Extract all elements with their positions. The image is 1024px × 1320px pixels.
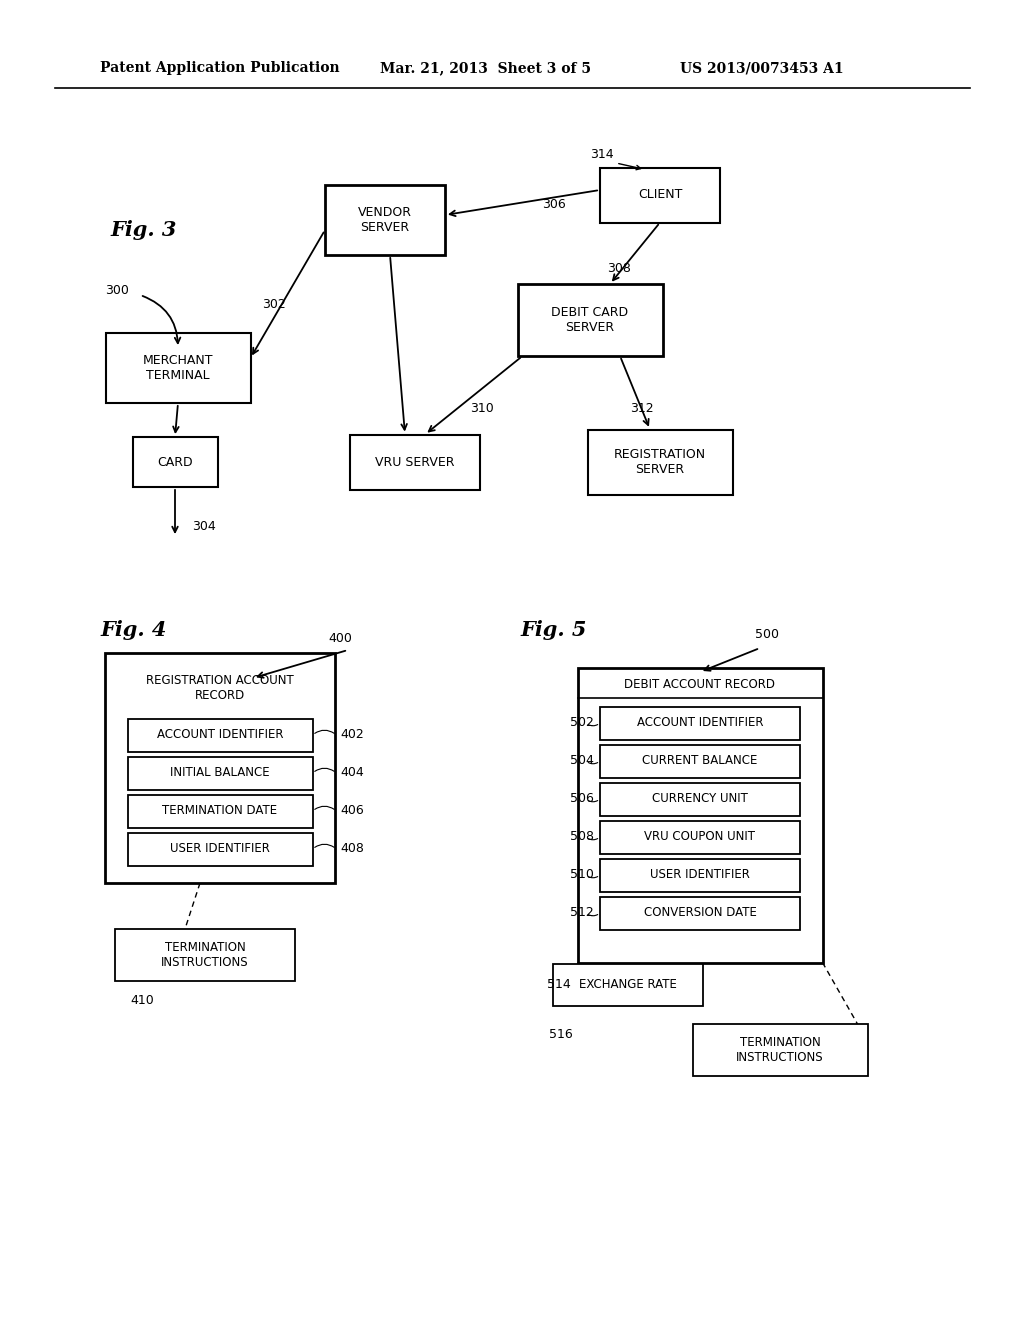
Bar [128, 833, 312, 866]
Text: 502: 502 [570, 717, 594, 730]
Text: 304: 304 [193, 520, 216, 532]
Bar [600, 168, 720, 223]
Text: USER IDENTIFIER: USER IDENTIFIER [650, 869, 750, 882]
Text: CURRENCY UNIT: CURRENCY UNIT [652, 792, 748, 805]
Text: 500: 500 [755, 628, 779, 642]
Text: 510: 510 [570, 869, 594, 882]
Text: EXCHANGE RATE: EXCHANGE RATE [579, 978, 677, 991]
Text: INITIAL BALANCE: INITIAL BALANCE [170, 767, 269, 780]
Bar [600, 858, 800, 891]
Text: TERMINATION
INSTRUCTIONS: TERMINATION INSTRUCTIONS [161, 941, 249, 969]
Text: 402: 402 [341, 729, 365, 742]
Text: Fig. 4: Fig. 4 [100, 620, 166, 640]
Text: 306: 306 [542, 198, 565, 211]
Text: 506: 506 [570, 792, 594, 805]
Text: 302: 302 [262, 298, 286, 312]
Text: DEBIT CARD
SERVER: DEBIT CARD SERVER [552, 306, 629, 334]
Bar [128, 795, 312, 828]
Bar [128, 756, 312, 789]
Text: 308: 308 [607, 261, 631, 275]
Text: 400: 400 [328, 631, 352, 644]
Bar [132, 437, 217, 487]
Text: Mar. 21, 2013  Sheet 3 of 5: Mar. 21, 2013 Sheet 3 of 5 [380, 61, 591, 75]
Text: REGISTRATION ACCOUNT
RECORD: REGISTRATION ACCOUNT RECORD [146, 675, 294, 702]
Text: VRU COUPON UNIT: VRU COUPON UNIT [644, 830, 756, 843]
Text: 410: 410 [130, 994, 154, 1007]
Bar [692, 1024, 867, 1076]
Bar [588, 429, 732, 495]
Bar [600, 783, 800, 816]
Text: CLIENT: CLIENT [638, 189, 682, 202]
Text: Patent Application Publication: Patent Application Publication [100, 61, 340, 75]
Bar [325, 185, 445, 255]
Bar [517, 284, 663, 356]
Bar [115, 929, 295, 981]
Text: CURRENT BALANCE: CURRENT BALANCE [642, 755, 758, 767]
Text: 514: 514 [548, 978, 571, 991]
Bar [578, 668, 822, 962]
Text: DEBIT ACCOUNT RECORD: DEBIT ACCOUNT RECORD [625, 678, 775, 692]
Text: 404: 404 [341, 767, 365, 780]
Text: 512: 512 [570, 907, 594, 920]
Text: 406: 406 [341, 804, 365, 817]
Text: 310: 310 [470, 401, 494, 414]
Text: ACCOUNT IDENTIFIER: ACCOUNT IDENTIFIER [157, 729, 284, 742]
Text: Fig. 3: Fig. 3 [110, 220, 176, 240]
Text: 508: 508 [570, 830, 594, 843]
Text: TERMINATION DATE: TERMINATION DATE [163, 804, 278, 817]
Text: 408: 408 [341, 842, 365, 855]
Text: CONVERSION DATE: CONVERSION DATE [643, 907, 757, 920]
Text: 312: 312 [630, 401, 653, 414]
Text: TERMINATION
INSTRUCTIONS: TERMINATION INSTRUCTIONS [736, 1036, 824, 1064]
Bar [553, 964, 703, 1006]
Text: CARD: CARD [158, 455, 193, 469]
Bar [600, 821, 800, 854]
Bar [600, 896, 800, 929]
Text: 314: 314 [590, 149, 613, 161]
Text: US 2013/0073453 A1: US 2013/0073453 A1 [680, 61, 844, 75]
Text: 504: 504 [570, 755, 594, 767]
Text: REGISTRATION
SERVER: REGISTRATION SERVER [614, 447, 707, 477]
Text: VRU SERVER: VRU SERVER [375, 455, 455, 469]
Text: Fig. 5: Fig. 5 [520, 620, 587, 640]
Text: ACCOUNT IDENTIFIER: ACCOUNT IDENTIFIER [637, 717, 763, 730]
Bar [600, 706, 800, 739]
Text: VENDOR
SERVER: VENDOR SERVER [358, 206, 412, 234]
Bar [128, 718, 312, 751]
Text: USER IDENTIFIER: USER IDENTIFIER [170, 842, 270, 855]
Text: MERCHANT
TERMINAL: MERCHANT TERMINAL [142, 354, 213, 381]
Text: 300: 300 [105, 284, 129, 297]
Bar [105, 333, 251, 403]
Bar [350, 434, 480, 490]
Bar [105, 653, 335, 883]
Bar [600, 744, 800, 777]
Text: 516: 516 [550, 1028, 573, 1041]
